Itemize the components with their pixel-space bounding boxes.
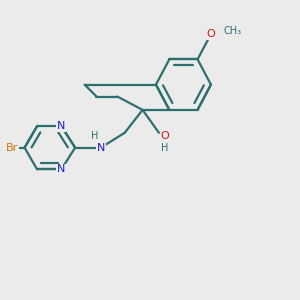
Text: O: O — [160, 131, 169, 141]
Text: H: H — [161, 143, 169, 153]
Text: O: O — [207, 29, 215, 39]
Text: H: H — [91, 131, 99, 141]
Text: N: N — [57, 121, 66, 131]
Text: N: N — [97, 142, 105, 153]
Text: Br: Br — [6, 142, 18, 153]
Text: CH₃: CH₃ — [223, 26, 242, 36]
Text: N: N — [57, 164, 66, 174]
